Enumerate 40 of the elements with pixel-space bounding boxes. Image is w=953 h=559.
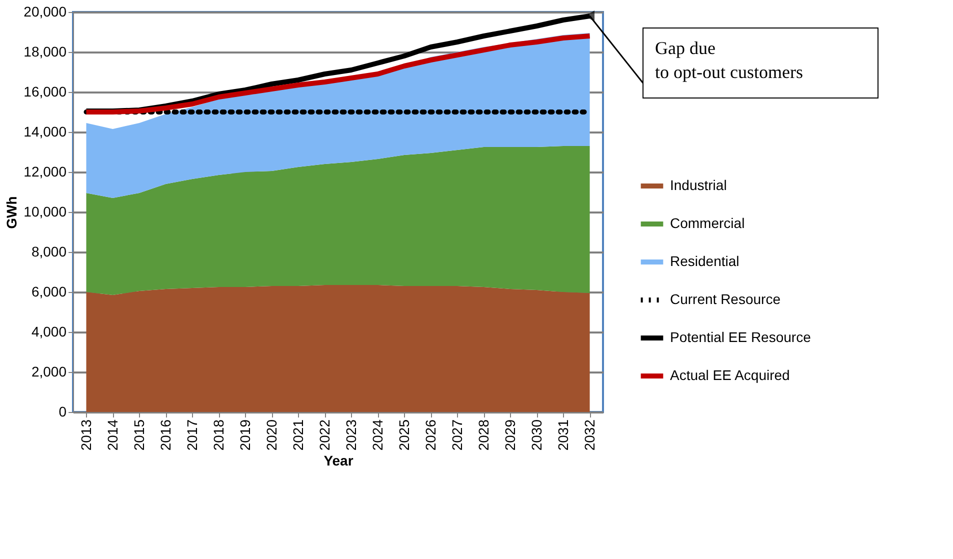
y-tick-label: 8,000	[31, 244, 67, 260]
x-tick-label: 2030	[528, 419, 544, 451]
legend-label: Current Resource	[670, 291, 781, 307]
y-axis-title: GWh	[4, 196, 20, 229]
x-tick-label: 2017	[184, 419, 200, 451]
x-tick-label: 2023	[342, 419, 359, 451]
x-tick-label: 2031	[554, 419, 571, 451]
x-tick-label: 2028	[475, 419, 492, 451]
x-tick-label: 2027	[448, 419, 465, 451]
y-tick-label: 0	[58, 404, 67, 420]
x-tick-label: 2022	[316, 419, 332, 451]
y-tick-label: 10,000	[24, 204, 67, 220]
x-tick-label: 2025	[396, 419, 412, 451]
legend-label: Potential EE Resource	[670, 329, 812, 345]
x-axis-title: Year	[324, 452, 354, 469]
x-tick-label: 2029	[502, 419, 518, 451]
legend-label: Industrial	[670, 177, 727, 193]
y-tick-label: 14,000	[24, 124, 67, 140]
legend-label: Commercial	[670, 215, 745, 231]
x-tick-label: 2016	[157, 419, 174, 451]
legend-label: Actual EE Acquired	[670, 367, 790, 383]
y-tick-label: 4,000	[31, 324, 67, 340]
x-tick-label: 2032	[581, 419, 598, 451]
x-tick-label: 2015	[130, 419, 147, 451]
legend-label: Residential	[670, 253, 740, 269]
y-tick-label: 20,000	[24, 4, 67, 20]
x-tick-label: 2019	[236, 419, 253, 451]
x-tick-label: 2013	[78, 419, 94, 451]
x-tick-label: 2020	[263, 419, 280, 451]
x-tick-label: 2024	[369, 419, 386, 451]
y-tick-label: 6,000	[31, 284, 67, 300]
x-tick-label: 2018	[210, 419, 226, 451]
x-tick-label: 2014	[104, 419, 120, 451]
y-tick-label: 12,000	[24, 164, 67, 180]
y-tick-label: 2,000	[31, 364, 67, 380]
x-tick-label: 2021	[290, 419, 306, 451]
y-tick-label: 16,000	[24, 84, 67, 100]
y-tick-label: 18,000	[24, 44, 67, 60]
x-tick-label: 2026	[422, 419, 438, 451]
annotation: Gap due to opt-out customers	[655, 38, 803, 82]
